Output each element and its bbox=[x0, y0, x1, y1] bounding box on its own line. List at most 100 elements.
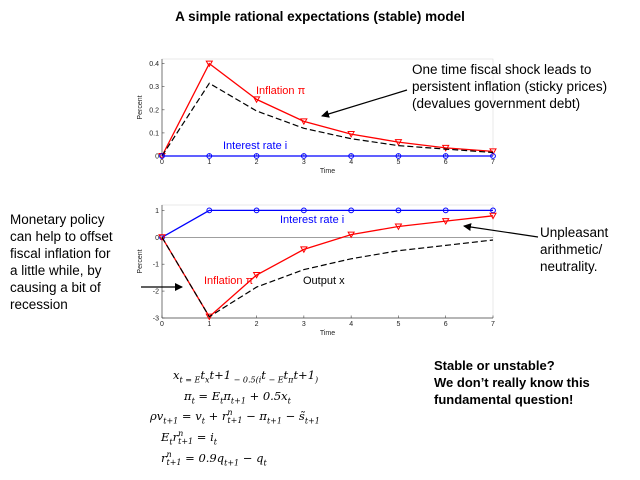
equation-term: r bbox=[161, 451, 167, 465]
x-tick-label: 4 bbox=[349, 321, 353, 328]
data-point-inflation bbox=[489, 212, 497, 220]
equation-term: − q bbox=[239, 451, 264, 465]
y-tick-label: -2 bbox=[153, 289, 159, 296]
y-tick-label: 0 bbox=[155, 235, 159, 242]
x-tick-label: 5 bbox=[396, 321, 400, 328]
equation-term: = v bbox=[178, 409, 202, 423]
callout-fiscal-shock: One time fiscal shock leads to persisten… bbox=[412, 61, 640, 112]
x-tick-label: 2 bbox=[255, 321, 259, 328]
callout-line: Unpleasant bbox=[540, 225, 609, 240]
equation-term: + r bbox=[204, 409, 228, 423]
output-series-label: Output x bbox=[303, 275, 345, 287]
series-line-interest-rate-i bbox=[161, 209, 493, 238]
y-tick-label: -1 bbox=[153, 262, 159, 269]
callout-line: causing a bit of bbox=[10, 280, 101, 295]
equation-term: = i bbox=[193, 430, 214, 444]
y-axis-label: Percent bbox=[137, 95, 144, 119]
equation-subscript: t bbox=[201, 416, 205, 426]
equation-superscript-subscript: n t+1 bbox=[166, 450, 182, 467]
data-point-interest-rate-i bbox=[442, 207, 449, 214]
equation-subscript: t bbox=[213, 437, 217, 447]
callout-line: (devalues government debt) bbox=[412, 96, 581, 111]
equation-term: − π bbox=[242, 409, 267, 423]
series-line-inflation bbox=[161, 215, 494, 318]
series-line-output-x bbox=[161, 236, 494, 318]
data-point-interest-rate-i bbox=[253, 153, 260, 159]
data-point-inflation bbox=[347, 231, 356, 239]
data-point-inflation bbox=[441, 144, 450, 152]
equation-subscript: t+1 bbox=[230, 396, 246, 406]
equation-subscript: t bbox=[287, 396, 291, 406]
equation-term: + 0.5x bbox=[245, 389, 288, 403]
equation-subscript: t bbox=[169, 437, 173, 447]
data-point-inflation bbox=[252, 96, 261, 104]
x-tick-label: 0 bbox=[160, 321, 164, 328]
data-point-interest-rate-i bbox=[348, 207, 355, 214]
equation-term: = 0.9q bbox=[181, 451, 225, 465]
equation-line: xt = Etxt+1 − 0.5(it − Etπt+1) bbox=[173, 368, 318, 384]
x-tick-label: 3 bbox=[302, 321, 306, 328]
data-point-interest-rate-i bbox=[300, 207, 307, 214]
y-tick-label: 0 bbox=[155, 154, 159, 161]
callout-unpleasant-arithmetic: Unpleasant arithmetic/ neutrality. bbox=[540, 224, 640, 275]
x-tick-label: 6 bbox=[444, 321, 448, 328]
equation-line: Etr n t+1 = it bbox=[161, 429, 217, 447]
equation-subscript: t+1 bbox=[163, 416, 179, 426]
x-axis-label: Time bbox=[320, 168, 335, 175]
equation-subscript: t bbox=[191, 396, 195, 406]
y-axis-label: Percent bbox=[137, 249, 144, 273]
inflation-series-label: Inflation π bbox=[256, 85, 306, 97]
series-line-output bbox=[161, 82, 494, 157]
equation-term: t+1 bbox=[293, 368, 316, 382]
equation-subscript: t bbox=[179, 375, 183, 385]
equation-superscript-subscript: n t+1 bbox=[178, 429, 194, 446]
equation-term: E bbox=[161, 430, 170, 444]
x-tick-label: 6 bbox=[444, 159, 448, 166]
callout-line: fiscal inflation for bbox=[10, 246, 111, 261]
callout-line: a little while, by bbox=[10, 263, 102, 278]
data-point-inflation bbox=[205, 313, 214, 321]
data-point-inflation bbox=[441, 218, 450, 225]
callout-line: persistent inflation (sticky prices) bbox=[412, 79, 608, 94]
equation-term: t bbox=[283, 368, 289, 382]
data-point-interest-rate-i bbox=[442, 153, 449, 159]
stable-question: Stable or unstable? We don’t really know… bbox=[434, 357, 640, 408]
data-point-inflation bbox=[252, 271, 261, 279]
data-point-interest-rate-i bbox=[395, 153, 402, 159]
callout-line: neutrality. bbox=[540, 259, 598, 274]
equation-term: t+1 bbox=[209, 368, 232, 382]
data-point-interest-rate-i bbox=[206, 153, 213, 159]
data-point-inflation bbox=[347, 131, 356, 138]
callout-line: recession bbox=[10, 297, 68, 312]
x-tick-label: 0 bbox=[160, 159, 164, 166]
annotation-arrow-right bbox=[463, 223, 539, 238]
y-tick-label: 1 bbox=[155, 208, 159, 215]
equation-term: x bbox=[173, 368, 180, 382]
y-tick-label: 0.3 bbox=[149, 84, 159, 91]
data-point-interest-rate-i bbox=[395, 207, 402, 214]
equation-subscript: t+1 bbox=[224, 458, 240, 468]
equation-term: ρv bbox=[150, 409, 164, 423]
interest-series-label: Interest rate i bbox=[280, 214, 344, 226]
equation-term: = E bbox=[194, 389, 221, 403]
data-point-interest-rate-i bbox=[300, 153, 307, 159]
x-tick-label: 4 bbox=[349, 159, 353, 166]
slide-title: A simple rational expectations (stable) … bbox=[175, 9, 465, 24]
top-chart: 0 1 2 3 4 5 6 7 0 0.1 0.2 0.3 0.4 Time Percent Inflatio… bbox=[137, 58, 497, 175]
equation-subscript: t bbox=[220, 396, 224, 406]
callout-line: arithmetic/ bbox=[540, 242, 603, 257]
callout-monetary-policy: Monetary policy can help to offset fisca… bbox=[10, 211, 152, 313]
equation-term: r bbox=[172, 430, 179, 444]
equation-subscript: − 0.5(i bbox=[231, 375, 262, 385]
x-tick-label: 2 bbox=[255, 159, 259, 166]
equation-line: ρvt+1 = vt + r n t+1 − πt+1 − s̃t+1 bbox=[150, 409, 320, 426]
y-tick-label: 0.2 bbox=[149, 107, 159, 114]
stable-line: Stable or unstable? bbox=[434, 358, 555, 373]
equation-subscript: x bbox=[204, 375, 210, 385]
data-point-inflation bbox=[299, 246, 308, 254]
annotation-arrow-top bbox=[321, 89, 408, 118]
data-point-interest-rate-i bbox=[206, 207, 213, 214]
data-point-inflation bbox=[394, 223, 403, 231]
y-tick-label: 0.4 bbox=[149, 61, 159, 68]
equation-subscript: = E bbox=[182, 375, 201, 385]
